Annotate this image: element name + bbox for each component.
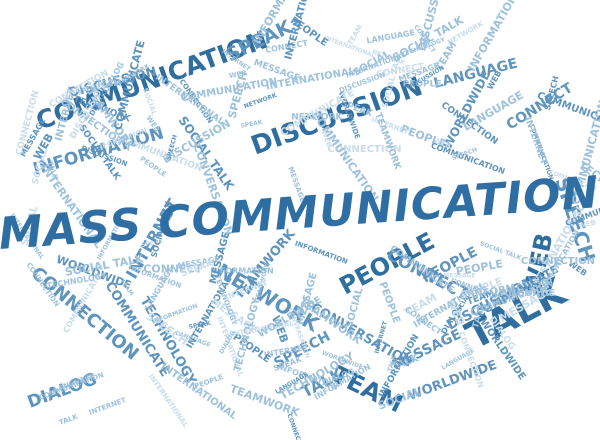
filler-word: NETWORK xyxy=(291,113,343,123)
filler-word: CONNECT xyxy=(143,262,202,275)
filler-word: CONNECTION xyxy=(521,256,595,267)
filler-word: SPEAK xyxy=(188,320,211,331)
filler-word: WEB xyxy=(578,219,597,230)
filler-word: PEOPLE xyxy=(377,280,402,325)
filler-word: PEOPLE xyxy=(193,373,224,391)
filler-word: MESSAGE xyxy=(444,272,476,279)
filler-word: CONNECT xyxy=(285,413,303,440)
filler-word: TALK xyxy=(58,412,80,426)
filler-word: CONNECTION xyxy=(327,144,401,155)
filler-word: TEAM xyxy=(346,24,364,47)
filler-word: INFORMATION xyxy=(210,266,274,275)
filler-word: INTERNET xyxy=(88,396,127,417)
filler-word: PEOPLE xyxy=(403,79,442,89)
filler-word: SPEAK xyxy=(240,119,263,130)
filler-word: INFORMATION xyxy=(294,239,349,266)
filler-word: WEB xyxy=(228,69,247,80)
filler-word: SPEAK xyxy=(141,238,164,249)
filler-word: NETWORK xyxy=(243,92,278,110)
filler-word: LANGUAGE xyxy=(494,288,555,299)
filler-word: TALK xyxy=(387,354,398,372)
filler-word: TEAM xyxy=(96,79,121,88)
filler-word: INTERNATIONAL xyxy=(159,361,240,422)
